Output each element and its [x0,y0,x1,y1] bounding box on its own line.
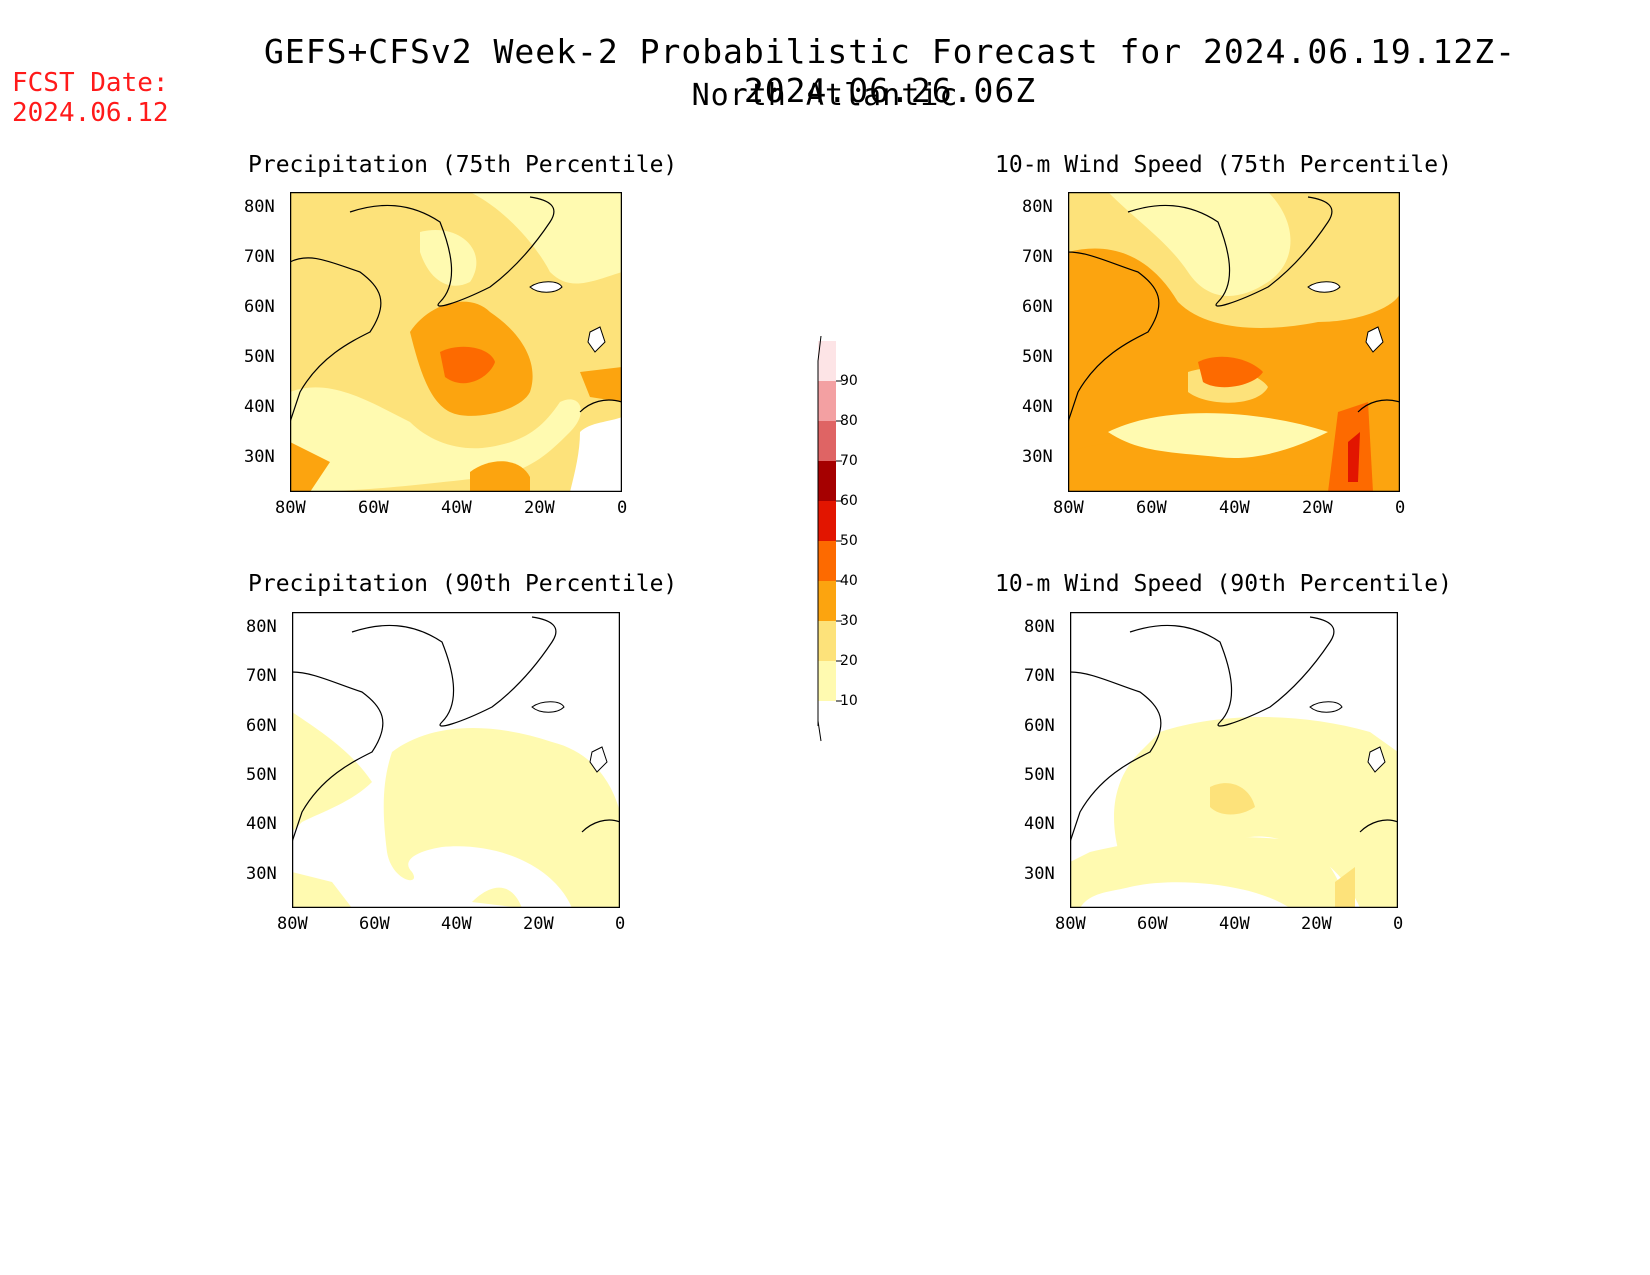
panel-title-precip-90: Precipitation (90th Percentile) [248,571,678,597]
map-wind-90 [1070,612,1398,908]
lat-tick-label: 60N [1022,297,1053,317]
colorbar-label: 10 [840,693,858,709]
colorbar-edge [817,336,822,742]
lon-tick-label: 60W [1137,914,1168,934]
colorbar-label: 30 [840,613,858,629]
lon-tick-label: 0 [617,498,628,518]
colorbar-swatch [818,621,836,661]
lon-tick-label: 40W [1219,914,1250,934]
lon-tick-label: 0 [1393,914,1404,934]
lon-tick-label: 0 [615,914,626,934]
lat-tick-label: 50N [1024,765,1055,785]
lat-tick-label: 80N [244,197,275,217]
lon-tick-label: 80W [277,914,308,934]
lon-tick-label: 20W [523,914,554,934]
lat-tick-label: 70N [1022,247,1053,267]
lat-tick-label: 60N [244,297,275,317]
colorbar-label: 60 [840,493,858,509]
colorbar-swatch [818,581,836,621]
colorbar-label: 70 [840,453,858,469]
lon-tick-label: 60W [358,498,389,518]
lon-tick-label: 20W [1301,914,1332,934]
lon-tick-label: 80W [275,498,306,518]
lon-tick-label: 40W [441,498,472,518]
colorbar-label: 50 [840,533,858,549]
panel-title-wind-75: 10-m Wind Speed (75th Percentile) [995,152,1452,178]
lon-tick-label: 80W [1053,498,1084,518]
sub-title: North Atlantic [691,78,959,113]
lat-tick-label: 30N [244,447,275,467]
colorbar-swatch [818,421,836,461]
lon-tick-label: 80W [1055,914,1086,934]
main-title: GEFS+CFSv2 Week-2 Probabilistic Forecast… [263,32,1517,110]
lat-tick-label: 50N [1022,347,1053,367]
colorbar-label: 90 [840,373,858,389]
lon-tick-label: 40W [441,914,472,934]
lat-tick-label: 70N [244,247,275,267]
colorbar-label: 80 [840,413,858,429]
lat-tick-label: 50N [246,765,277,785]
panel-title-wind-90: 10-m Wind Speed (90th Percentile) [995,571,1452,597]
lat-tick-label: 80N [1024,617,1055,637]
map-precip-75 [290,192,622,492]
colorbar-swatch [818,661,836,701]
lat-tick-label: 70N [246,666,277,687]
lon-tick-label: 60W [1136,498,1167,518]
colorbar-swatch [818,461,836,501]
lat-tick-label: 30N [1022,447,1053,467]
lon-tick-label: 20W [1302,498,1333,518]
lat-tick-label: 30N [246,863,277,884]
fcst-date-label: FCST Date: [12,68,169,98]
lon-tick-label: 0 [1395,498,1406,518]
colorbar-label: 20 [840,653,858,669]
lat-tick-label: 30N [1024,863,1055,884]
lon-tick-label: 40W [1219,498,1250,518]
lat-tick-label: 40N [1022,397,1053,417]
lat-tick-label: 80N [246,617,277,637]
colorbar-label: 40 [840,573,858,589]
lat-tick-label: 40N [244,397,275,417]
map-precip-90 [292,612,620,908]
lon-tick-label: 20W [524,498,555,518]
lon-tick-label: 60W [359,914,390,934]
colorbar [817,336,842,742]
lat-tick-label: 50N [244,347,275,367]
lat-tick-label: 60N [1024,715,1055,736]
lat-tick-label: 80N [1022,197,1053,217]
colorbar-swatch [818,381,836,421]
lat-tick-label: 60N [246,715,277,736]
panel-title-precip-75: Precipitation (75th Percentile) [248,152,678,178]
colorbar-swatch [818,541,836,581]
fcst-date-value: 2024.06.12 [12,98,169,128]
map-wind-75 [1068,192,1400,492]
colorbar-swatch [818,501,836,541]
lat-tick-label: 40N [1024,814,1055,835]
colorbar-swatch [818,341,836,381]
lat-tick-label: 40N [246,814,277,835]
lat-tick-label: 70N [1024,666,1055,687]
